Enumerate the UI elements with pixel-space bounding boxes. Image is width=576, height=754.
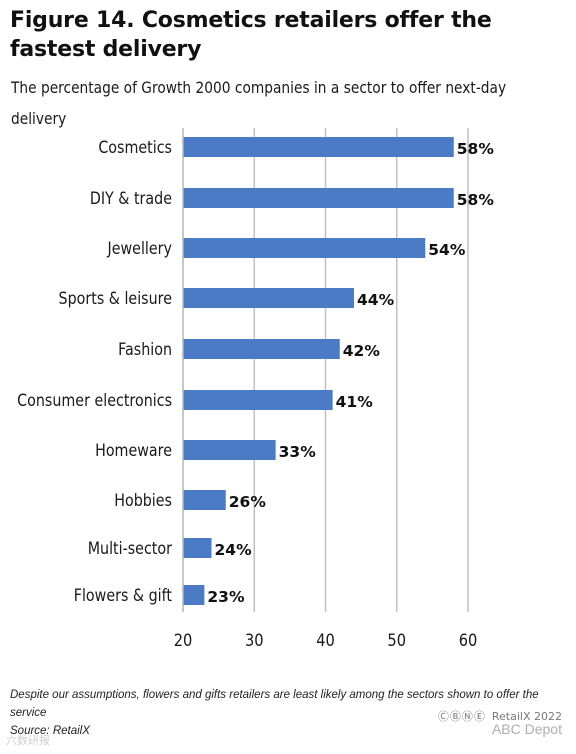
x-tick-label: 30 (245, 630, 264, 650)
x-tick-label: 40 (316, 630, 335, 650)
value-label: 41% (336, 393, 374, 411)
watermark-left-text: 六数研报 (6, 734, 50, 747)
value-label: 58% (457, 140, 495, 158)
bar (183, 238, 426, 258)
watermark-left: 六数研报 (6, 732, 50, 748)
category-label: DIY & trade (90, 188, 172, 209)
source-text: Source: RetailX (10, 725, 90, 737)
category-label: Consumer electronics (17, 390, 172, 411)
bar (183, 137, 454, 157)
bar (183, 390, 333, 410)
category-label: Jewellery (107, 238, 172, 259)
watermark-right: ABC Depot (492, 721, 562, 737)
chart-title: Figure 14. Cosmetics retailers offer the… (10, 8, 492, 62)
category-label: Fashion (118, 339, 172, 360)
value-label: 26% (229, 493, 267, 511)
footnote-text: Despite our assumptions, flowers and gif… (10, 689, 539, 719)
license-credit: ⒸⒷⓃⒺ RetailX 2022 (438, 708, 562, 724)
x-tick-label: 20 (174, 630, 193, 650)
x-tick-label: 50 (387, 630, 406, 650)
value-label: 24% (215, 541, 253, 559)
value-label: 23% (207, 588, 245, 606)
bar (183, 188, 454, 208)
value-label: 58% (457, 191, 495, 209)
value-label: 42% (343, 342, 381, 360)
category-label: Homeware (95, 440, 172, 461)
category-label: Flowers & gift (74, 585, 172, 606)
value-label: 54% (428, 241, 466, 259)
x-tick-label: 60 (459, 630, 478, 650)
category-label: Hobbies (114, 490, 172, 511)
footnote-block: Despite our assumptions, flowers and gif… (10, 686, 570, 740)
chart-subtitle: The percentage of Growth 2000 companies … (11, 78, 507, 128)
category-label: Multi-sector (88, 538, 173, 559)
category-label: Sports & leisure (59, 288, 172, 309)
creative-commons-icon: ⒸⒷⓃⒺ (437, 710, 486, 723)
value-label: 44% (357, 291, 395, 309)
bar (183, 538, 212, 558)
watermark-right-text: ABC Depot (491, 721, 562, 737)
bar (183, 288, 354, 308)
bar (183, 440, 276, 460)
bar (183, 490, 226, 510)
value-label: 33% (279, 443, 317, 461)
credit-text: RetailX 2022 (491, 710, 562, 723)
bar (183, 339, 340, 359)
bar-chart: 20 30 40 50 60 Cosmetics 58% DIY & trade 58% Jewe… (17, 128, 495, 650)
category-label: Cosmetics (98, 137, 172, 158)
bar (183, 585, 205, 605)
